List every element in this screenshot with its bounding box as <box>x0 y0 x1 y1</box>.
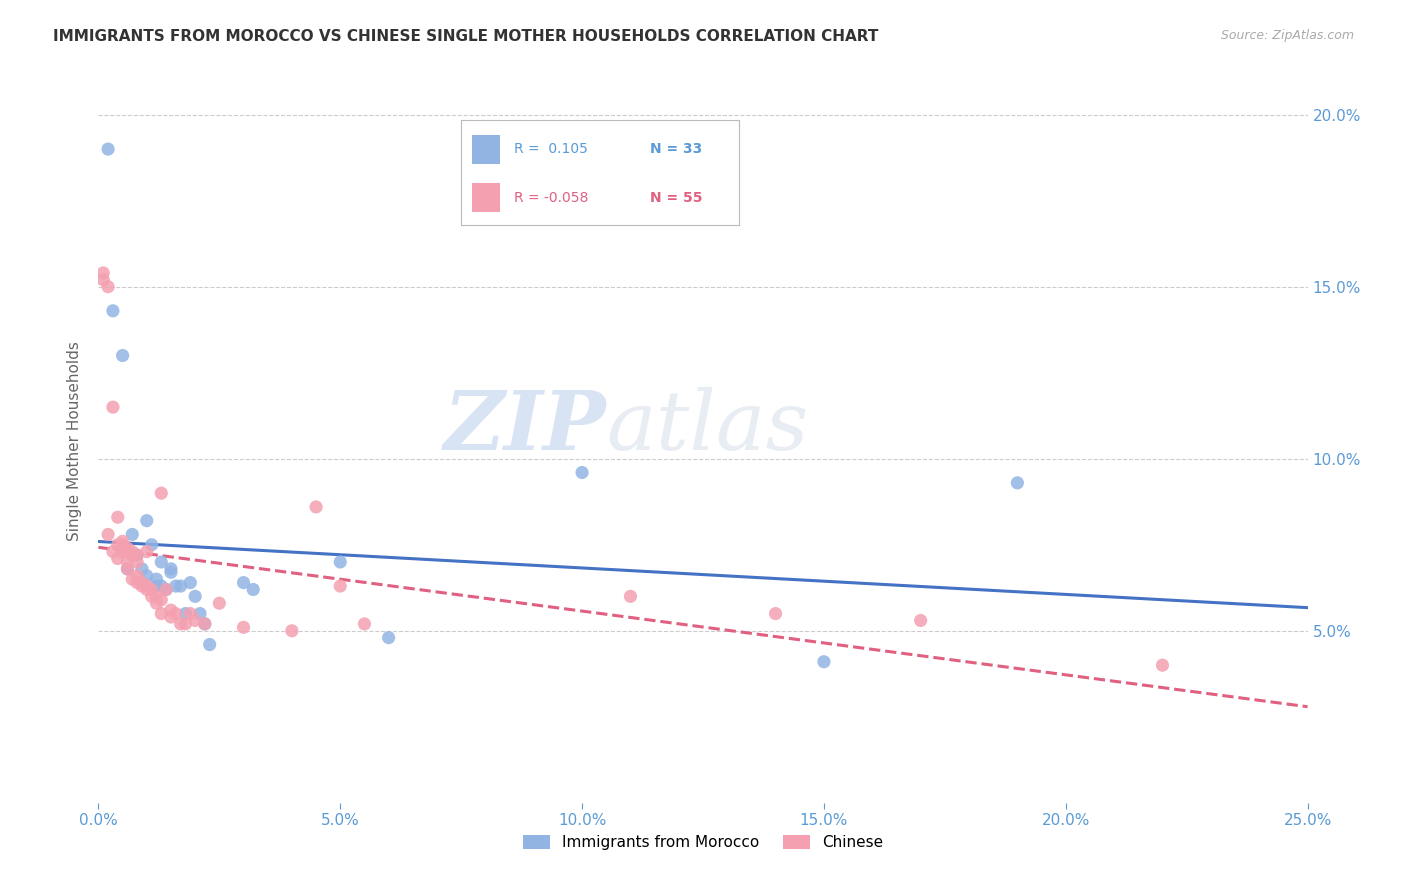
Point <box>117 544 139 558</box>
Point <box>135 544 157 558</box>
Point <box>619 590 641 604</box>
Point <box>111 349 134 363</box>
Point <box>150 555 173 569</box>
Point <box>127 548 149 562</box>
Point <box>135 582 157 597</box>
Point <box>198 638 221 652</box>
Point <box>169 616 191 631</box>
Point <box>121 548 143 562</box>
Point <box>165 579 187 593</box>
Point <box>184 590 207 604</box>
Point <box>194 616 217 631</box>
Point <box>127 548 149 562</box>
Point <box>111 538 134 552</box>
Point <box>135 579 157 593</box>
Text: ZIP: ZIP <box>444 387 606 467</box>
Point <box>174 607 197 621</box>
Point <box>141 538 163 552</box>
Point <box>150 607 173 621</box>
Point <box>160 566 183 580</box>
Point <box>174 616 197 631</box>
Point <box>117 562 139 576</box>
Point <box>305 500 328 514</box>
Point <box>910 614 932 628</box>
Point <box>141 582 163 597</box>
Point <box>188 607 211 621</box>
Point <box>281 624 304 638</box>
Point <box>242 582 264 597</box>
Point <box>329 555 352 569</box>
Point <box>111 544 134 558</box>
Point <box>150 592 173 607</box>
Text: atlas: atlas <box>606 387 808 467</box>
Point <box>121 527 143 541</box>
Point <box>121 544 143 558</box>
Point <box>141 590 163 604</box>
Point <box>1152 658 1174 673</box>
Point <box>131 562 153 576</box>
Point <box>160 562 183 576</box>
Point <box>150 579 173 593</box>
Point <box>155 582 177 597</box>
Point <box>571 466 593 480</box>
Point <box>101 303 124 318</box>
Point <box>145 590 167 604</box>
Point <box>107 510 129 524</box>
Point <box>111 534 134 549</box>
Point <box>1007 475 1029 490</box>
Point <box>232 575 254 590</box>
Point <box>97 142 120 156</box>
Point <box>208 596 231 610</box>
Point <box>145 579 167 593</box>
Point <box>155 582 177 597</box>
Point <box>117 562 139 576</box>
Point <box>111 541 134 556</box>
Point <box>179 607 201 621</box>
Point <box>165 607 187 621</box>
Point <box>179 575 201 590</box>
Point <box>813 655 835 669</box>
Point <box>194 616 217 631</box>
Point <box>131 579 153 593</box>
Point <box>91 273 114 287</box>
Point <box>135 568 157 582</box>
Point <box>107 538 129 552</box>
Point <box>377 631 399 645</box>
Point <box>117 541 139 556</box>
Point <box>232 620 254 634</box>
Point <box>160 603 183 617</box>
Point <box>145 596 167 610</box>
Point <box>117 555 139 569</box>
Point <box>97 527 120 541</box>
Point <box>169 579 191 593</box>
Point <box>101 544 124 558</box>
Point <box>121 548 143 562</box>
Point <box>127 568 149 582</box>
Point <box>91 266 114 280</box>
Point <box>160 610 183 624</box>
Text: Source: ZipAtlas.com: Source: ZipAtlas.com <box>1220 29 1354 42</box>
Point <box>101 400 124 414</box>
Point <box>97 279 120 293</box>
Point <box>107 551 129 566</box>
Point <box>765 607 787 621</box>
Y-axis label: Single Mother Households: Single Mother Households <box>67 342 83 541</box>
Point <box>127 555 149 569</box>
Point <box>145 572 167 586</box>
Point <box>184 614 207 628</box>
Point <box>353 616 375 631</box>
Point <box>329 579 352 593</box>
Point <box>127 575 149 590</box>
Text: IMMIGRANTS FROM MOROCCO VS CHINESE SINGLE MOTHER HOUSEHOLDS CORRELATION CHART: IMMIGRANTS FROM MOROCCO VS CHINESE SINGL… <box>53 29 879 44</box>
Point <box>135 514 157 528</box>
Point <box>150 486 173 500</box>
Point <box>131 575 153 590</box>
Point <box>121 572 143 586</box>
Legend: Immigrants from Morocco, Chinese: Immigrants from Morocco, Chinese <box>516 830 890 856</box>
